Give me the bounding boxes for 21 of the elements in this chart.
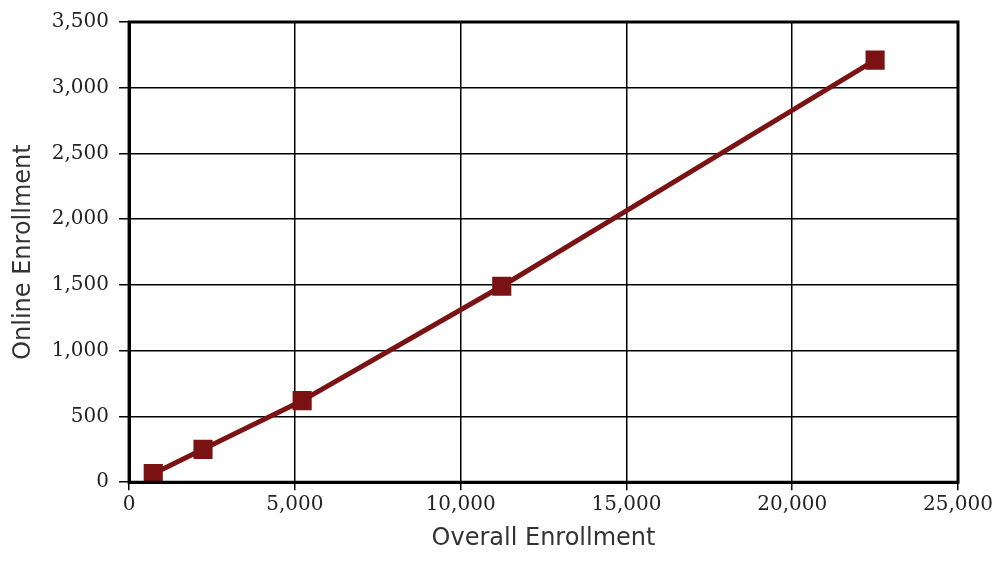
x-axis-title: Overall Enrollment [431, 522, 656, 551]
point [292, 391, 312, 411]
point [143, 464, 163, 483]
y-tick-label: 2,000 [51, 205, 110, 230]
y-axis-title: Online Enrollment [7, 144, 36, 360]
point [193, 439, 213, 459]
x-tick-label: 20,000 [757, 491, 828, 516]
y-tick-label: 0 [96, 468, 110, 493]
x-tick-label: 10,000 [425, 491, 496, 516]
y-tick-label: 500 [70, 402, 110, 427]
x-tick-label: 15,000 [591, 491, 662, 516]
y-tick-label: 3,500 [51, 8, 110, 33]
y-tick-label: 1,500 [51, 271, 110, 296]
y-tick-label: 3,000 [51, 73, 110, 98]
y-tick-label: 1,000 [51, 336, 110, 361]
x-tick-label: 5,000 [266, 491, 324, 516]
point [492, 276, 512, 296]
point [865, 50, 885, 70]
x-tick-label: 25,000 [923, 491, 993, 516]
y-tick-label: 2,500 [51, 139, 110, 164]
x-tick-label: 0 [122, 491, 136, 516]
